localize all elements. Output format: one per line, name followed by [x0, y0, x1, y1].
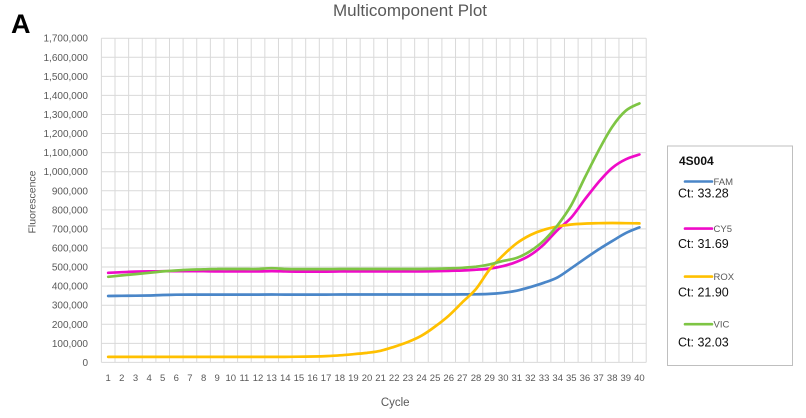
- svg-text:VIC: VIC: [714, 320, 730, 331]
- svg-text:Multicomponent Plot: Multicomponent Plot: [333, 1, 487, 20]
- svg-text:23: 23: [403, 373, 414, 384]
- svg-text:0: 0: [82, 358, 88, 369]
- svg-text:15: 15: [294, 373, 305, 384]
- svg-text:500,000: 500,000: [52, 263, 89, 274]
- svg-text:ROX: ROX: [714, 272, 735, 283]
- svg-text:29: 29: [484, 373, 495, 384]
- svg-text:27: 27: [457, 373, 468, 384]
- svg-text:17: 17: [321, 373, 332, 384]
- svg-text:37: 37: [593, 373, 604, 384]
- svg-text:16: 16: [307, 373, 318, 384]
- svg-text:Fluorescence: Fluorescence: [26, 170, 38, 233]
- svg-text:31: 31: [512, 373, 523, 384]
- svg-text:6: 6: [174, 373, 179, 384]
- svg-text:28: 28: [471, 373, 482, 384]
- svg-text:200,000: 200,000: [52, 320, 89, 331]
- svg-text:900,000: 900,000: [52, 186, 89, 197]
- svg-text:32: 32: [525, 373, 536, 384]
- svg-text:A: A: [11, 9, 31, 39]
- svg-text:1,600,000: 1,600,000: [44, 53, 89, 64]
- svg-text:30: 30: [498, 373, 509, 384]
- svg-text:1,200,000: 1,200,000: [44, 129, 89, 140]
- svg-text:1,300,000: 1,300,000: [44, 110, 89, 121]
- svg-text:33: 33: [539, 373, 550, 384]
- svg-text:35: 35: [566, 373, 577, 384]
- svg-text:Ct: 32.03: Ct: 32.03: [678, 336, 729, 350]
- svg-text:Ct: 21.90: Ct: 21.90: [678, 286, 729, 300]
- svg-text:2: 2: [119, 373, 124, 384]
- svg-text:1,500,000: 1,500,000: [44, 72, 89, 83]
- svg-text:1,400,000: 1,400,000: [44, 91, 89, 102]
- svg-text:22: 22: [389, 373, 400, 384]
- svg-text:3: 3: [133, 373, 138, 384]
- svg-text:4: 4: [146, 373, 151, 384]
- svg-text:800,000: 800,000: [52, 205, 89, 216]
- svg-text:9: 9: [215, 373, 220, 384]
- svg-text:36: 36: [580, 373, 591, 384]
- svg-text:100,000: 100,000: [52, 339, 89, 350]
- svg-text:40: 40: [634, 373, 645, 384]
- svg-text:7: 7: [187, 373, 192, 384]
- svg-text:Ct: 31.69: Ct: 31.69: [678, 237, 729, 251]
- svg-text:FAM: FAM: [714, 177, 734, 188]
- svg-text:10: 10: [226, 373, 237, 384]
- svg-text:38: 38: [607, 373, 618, 384]
- svg-text:26: 26: [443, 373, 454, 384]
- svg-text:5: 5: [160, 373, 165, 384]
- svg-text:13: 13: [266, 373, 277, 384]
- svg-text:18: 18: [335, 373, 346, 384]
- svg-text:1,000,000: 1,000,000: [44, 167, 89, 178]
- svg-text:8: 8: [201, 373, 206, 384]
- svg-text:20: 20: [362, 373, 373, 384]
- svg-text:25: 25: [430, 373, 441, 384]
- svg-text:CY5: CY5: [714, 224, 732, 235]
- svg-text:600,000: 600,000: [52, 244, 89, 255]
- svg-text:400,000: 400,000: [52, 282, 89, 293]
- svg-text:19: 19: [348, 373, 359, 384]
- svg-text:300,000: 300,000: [52, 301, 89, 312]
- svg-text:700,000: 700,000: [52, 224, 89, 235]
- svg-text:Ct: 33.28: Ct: 33.28: [678, 187, 729, 201]
- svg-text:1,700,000: 1,700,000: [44, 34, 89, 45]
- svg-text:4S004: 4S004: [679, 154, 714, 168]
- svg-text:1,100,000: 1,100,000: [44, 148, 89, 159]
- svg-text:11: 11: [239, 373, 249, 384]
- svg-text:24: 24: [416, 373, 427, 384]
- svg-text:Cycle: Cycle: [381, 397, 410, 409]
- svg-text:39: 39: [621, 373, 632, 384]
- svg-text:34: 34: [552, 373, 563, 384]
- svg-text:21: 21: [375, 373, 386, 384]
- svg-text:1: 1: [106, 373, 111, 384]
- svg-text:14: 14: [280, 373, 291, 384]
- svg-text:12: 12: [253, 373, 264, 384]
